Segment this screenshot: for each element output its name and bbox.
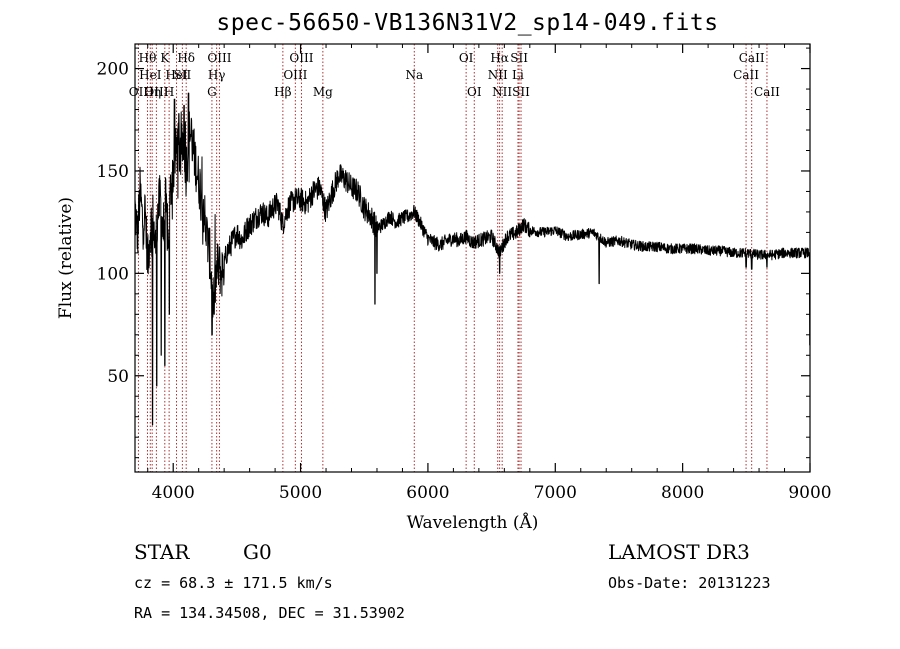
line-marker-label: Hγ	[208, 68, 226, 82]
chart-title: spec-56650-VB136N31V2_sp14-049.fits	[216, 10, 719, 36]
x-tick-label: 9000	[788, 483, 831, 503]
line-markers	[137, 44, 768, 472]
line-marker-label: H	[164, 85, 174, 99]
coordinates: RA = 134.34508, DEC = 31.53902	[134, 604, 405, 622]
line-marker-label: SII	[510, 51, 528, 65]
x-tick-label: 7000	[534, 483, 577, 503]
line-marker-label: Hθ	[139, 51, 157, 65]
y-tick-label: 50	[107, 367, 129, 387]
y-tick-label: 100	[97, 264, 129, 284]
x-tick-label: 5000	[279, 483, 322, 503]
spectrum-line	[134, 92, 811, 426]
line-marker-label: Na	[405, 68, 423, 82]
spectrum	[134, 92, 811, 426]
line-marker-label: CaII	[739, 51, 765, 65]
object-subclass: G0	[243, 540, 272, 564]
redshift-value: cz = 68.3 ± 171.5 km/s	[134, 574, 333, 592]
line-marker-label: Li	[512, 68, 524, 82]
line-marker-label: Hβ	[274, 85, 291, 99]
line-marker-label: CaII	[754, 85, 780, 99]
y-axis-label: Flux (relative)	[56, 197, 76, 319]
line-marker-labels: OIIHθHeIHηOIIIKHHeISIIHδGHγOIIIHβOIIIOII…	[129, 51, 780, 99]
line-marker-label: Hη	[143, 85, 161, 99]
line-marker-label: HeI	[165, 68, 188, 82]
line-marker-label: OIII	[144, 85, 168, 99]
line-marker-label: OII	[129, 85, 149, 99]
observation-date: Obs-Date: 20131223	[608, 574, 771, 592]
x-tick-label: 6000	[406, 483, 449, 503]
x-axis-label: Wavelength (Å)	[407, 512, 539, 533]
line-marker-label: NII	[492, 85, 512, 99]
line-marker-label: Hδ	[177, 51, 195, 65]
line-marker-label: OIII	[283, 68, 307, 82]
plot-frame	[134, 43, 811, 473]
y-tick-label: 200	[97, 60, 129, 80]
line-marker-label: K	[160, 51, 170, 65]
line-marker-label: OIII	[207, 51, 231, 65]
line-marker-label: SII	[174, 68, 192, 82]
object-class: STAR	[134, 540, 190, 564]
x-tick-label: 8000	[661, 483, 704, 503]
line-marker-label: SII	[512, 85, 530, 99]
survey-name: LAMOST DR3	[608, 540, 750, 564]
line-marker-label: OI	[459, 51, 474, 65]
y-tick-label: 150	[97, 162, 129, 182]
line-marker-label: OI	[467, 85, 482, 99]
line-marker-label: HeI	[139, 68, 162, 82]
axis-ticks: 4000 5000 6000 7000 8000 9000 50 100 150 200	[97, 44, 832, 503]
line-marker-label: CaII	[733, 68, 759, 82]
line-marker-label: Mg	[313, 85, 333, 99]
line-marker-label: NII	[488, 68, 508, 82]
line-marker-label: OIII	[289, 51, 313, 65]
line-marker-label: G	[207, 85, 217, 99]
line-marker-label: Hα	[490, 51, 509, 65]
x-tick-label: 4000	[152, 483, 195, 503]
